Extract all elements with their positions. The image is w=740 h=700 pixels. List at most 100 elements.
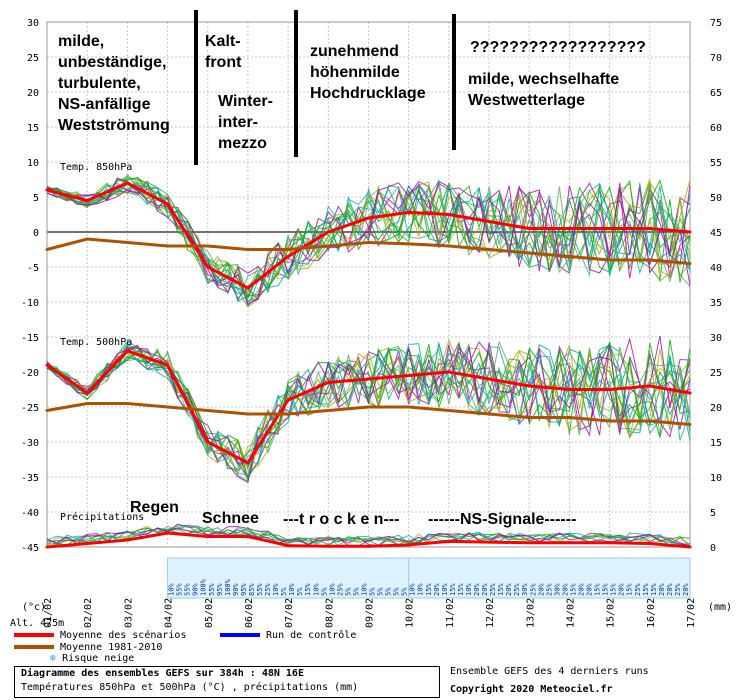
snow-risk-value: 25% <box>336 583 344 596</box>
snow-risk-value: 55% <box>176 583 184 596</box>
series-point-precip <box>447 539 451 543</box>
snow-risk-value: 20% <box>481 583 489 596</box>
series-point-t500 <box>246 412 250 416</box>
series-point-t500 <box>125 402 129 405</box>
legend-normal: Moyenne 1981-2010 <box>14 642 162 653</box>
series-point-precip <box>527 541 531 545</box>
annotation-line: höhenmilde <box>310 64 400 81</box>
x-tick-label: 04/02 <box>164 598 175 628</box>
footer-ensemble-note: Ensemble GEFS des 4 derniers runs <box>450 666 649 677</box>
panel-label-precip: Précipitations <box>60 511 144 523</box>
left-tick-label: -15 <box>21 333 39 344</box>
annotation-line: front <box>205 54 242 71</box>
snow-risk-value: 20% <box>666 583 674 596</box>
snow-risk-value: 10% <box>409 583 417 596</box>
right-tick-label: 40 <box>710 263 722 274</box>
x-tick-label: 09/02 <box>365 598 376 628</box>
x-tick-label: 07/02 <box>284 598 295 628</box>
x-tick-label: 13/02 <box>525 598 536 628</box>
series-point-t850 <box>447 244 451 248</box>
series-point-precip <box>487 540 491 544</box>
series-point-t850 <box>367 241 370 244</box>
ensemble-member-line <box>46 341 691 466</box>
series-point-t850 <box>407 242 411 246</box>
snow-risk-value: 10% <box>328 583 336 596</box>
series-point-precip <box>407 543 411 547</box>
annotation-line: ---t r o c k e n--- <box>283 511 399 528</box>
series-point-t850 <box>688 262 692 265</box>
snow-risk-value: 15% <box>425 583 433 596</box>
series-point-t850 <box>246 248 250 251</box>
series-point-t500 <box>166 405 170 409</box>
annotation-line: ?????????????????? <box>470 39 646 56</box>
annotation-text: Regen <box>130 499 179 516</box>
snow-risk-value: 55% <box>208 583 216 596</box>
series-point-precip <box>688 545 692 549</box>
annotation-line: mezzo <box>218 135 267 152</box>
x-tick-label: 06/02 <box>244 598 255 628</box>
x-tick-label: 10/02 <box>405 598 416 628</box>
series-point-t850 <box>326 244 330 248</box>
footer-subtitle: Températures 850hPa et 500hPa (°C) , pré… <box>21 682 359 693</box>
series-point-precip <box>125 538 129 542</box>
series-point-t500 <box>487 412 491 416</box>
series-point-t500 <box>166 363 170 367</box>
series-point-t850 <box>45 188 49 192</box>
right-tick-label: 75 <box>710 18 722 29</box>
snow-risk-value: 15% <box>626 583 634 596</box>
snow-risk-block <box>167 557 410 599</box>
series-point-precip <box>367 544 370 548</box>
left-tick-label: 0 <box>33 228 39 239</box>
snow-risk-value: 90% <box>232 583 240 596</box>
right-tick-label: 30 <box>710 333 722 344</box>
series-point-t850 <box>407 210 411 214</box>
series-point-t500 <box>567 388 571 391</box>
series-point-t500 <box>85 402 89 405</box>
series-point-precip <box>286 544 290 548</box>
snow-risk-band: 10% 55% 55% 90% 100% 55% 95% 100% 90% 95% 85% 55% 25… <box>167 557 691 599</box>
right-tick-label: 55 <box>710 158 722 169</box>
annotation-line: zunehmend <box>310 43 399 60</box>
snow-risk-value: 20% <box>561 583 569 596</box>
annotation-line: inter- <box>218 114 258 131</box>
snow-risk-value: 5% <box>401 587 409 596</box>
snow-risk-value: 25% <box>674 583 682 596</box>
series-point-t850 <box>487 220 491 223</box>
series-point-t850 <box>85 199 89 202</box>
annotation-text: Schnee <box>202 510 259 527</box>
snow-risk-value: 15% <box>602 583 610 596</box>
series-point-t850 <box>85 237 89 241</box>
snow-risk-value: 20% <box>473 583 481 596</box>
ensemble-member-line <box>46 173 691 290</box>
snow-risk-value: 25% <box>264 583 272 596</box>
left-tick-label: -10 <box>21 298 39 309</box>
series-point-t850 <box>125 241 129 244</box>
series-point-t850 <box>567 227 571 230</box>
left-tick-label: 30 <box>27 18 39 29</box>
series-point-t500 <box>326 409 330 412</box>
series-point-t850 <box>567 255 571 258</box>
series-point-t850 <box>648 227 652 230</box>
left-tick-label: -30 <box>21 438 39 449</box>
snow-risk-value: 25% <box>545 583 553 596</box>
right-tick-label: 35 <box>710 298 722 309</box>
snow-risk-value: 5% <box>352 587 360 596</box>
ensemble-member-line <box>46 527 691 548</box>
snow-risk-value: 5% <box>296 587 304 596</box>
right-tick-label: 50 <box>710 193 722 204</box>
series-point-t850 <box>125 181 129 185</box>
snow-risk-value: 20% <box>577 583 585 596</box>
ensemble-member-line <box>46 525 691 548</box>
snow-risk-value: 95% <box>216 583 224 596</box>
series-point-t850 <box>246 286 250 290</box>
left-tick-label: -20 <box>21 368 39 379</box>
series-point-t500 <box>45 363 49 367</box>
left-tick-label: 20 <box>27 88 39 99</box>
snow-risk-value: 20% <box>505 583 513 596</box>
right-tick-label: 20 <box>710 403 722 414</box>
snow-risk-value: 20% <box>682 583 690 596</box>
series-point-t850 <box>206 265 210 269</box>
series-point-t500 <box>367 405 370 409</box>
snow-risk-value: 90% <box>192 583 200 596</box>
snow-risk-value: 15% <box>650 583 658 596</box>
